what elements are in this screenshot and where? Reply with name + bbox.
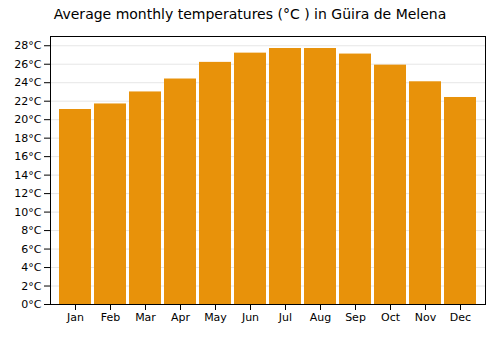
svg-text:Jan: Jan <box>66 311 84 324</box>
svg-text:Aug: Aug <box>310 311 331 324</box>
svg-text:Jul: Jul <box>278 311 292 324</box>
svg-text:4°C: 4°C <box>21 261 41 274</box>
svg-text:24°C: 24°C <box>14 76 41 89</box>
svg-text:Mar: Mar <box>135 311 156 324</box>
svg-text:14°C: 14°C <box>14 169 41 182</box>
svg-text:0°C: 0°C <box>21 298 41 311</box>
svg-text:18°C: 18°C <box>14 132 41 145</box>
svg-text:Jun: Jun <box>241 311 259 324</box>
svg-text:Sep: Sep <box>345 311 366 324</box>
svg-text:12°C: 12°C <box>14 187 41 200</box>
svg-text:Oct: Oct <box>381 311 401 324</box>
svg-text:2°C: 2°C <box>21 280 41 293</box>
svg-text:Apr: Apr <box>171 311 191 324</box>
svg-text:22°C: 22°C <box>14 95 41 108</box>
svg-text:26°C: 26°C <box>14 58 41 71</box>
svg-text:Feb: Feb <box>101 311 120 324</box>
svg-text:8°C: 8°C <box>21 224 41 237</box>
svg-text:Nov: Nov <box>415 311 437 324</box>
svg-text:28°C: 28°C <box>14 39 41 52</box>
svg-text:20°C: 20°C <box>14 113 41 126</box>
html-text:Average monthly temperatures (: Average monthly temperatures (°C ) in Gü… <box>53 6 447 22</box>
svg-text:10°C: 10°C <box>14 206 41 219</box>
svg-text:May: May <box>204 311 227 324</box>
svg-text:16°C: 16°C <box>14 150 41 163</box>
svg-text:Dec: Dec <box>450 311 471 324</box>
svg-text:6°C: 6°C <box>21 243 41 256</box>
